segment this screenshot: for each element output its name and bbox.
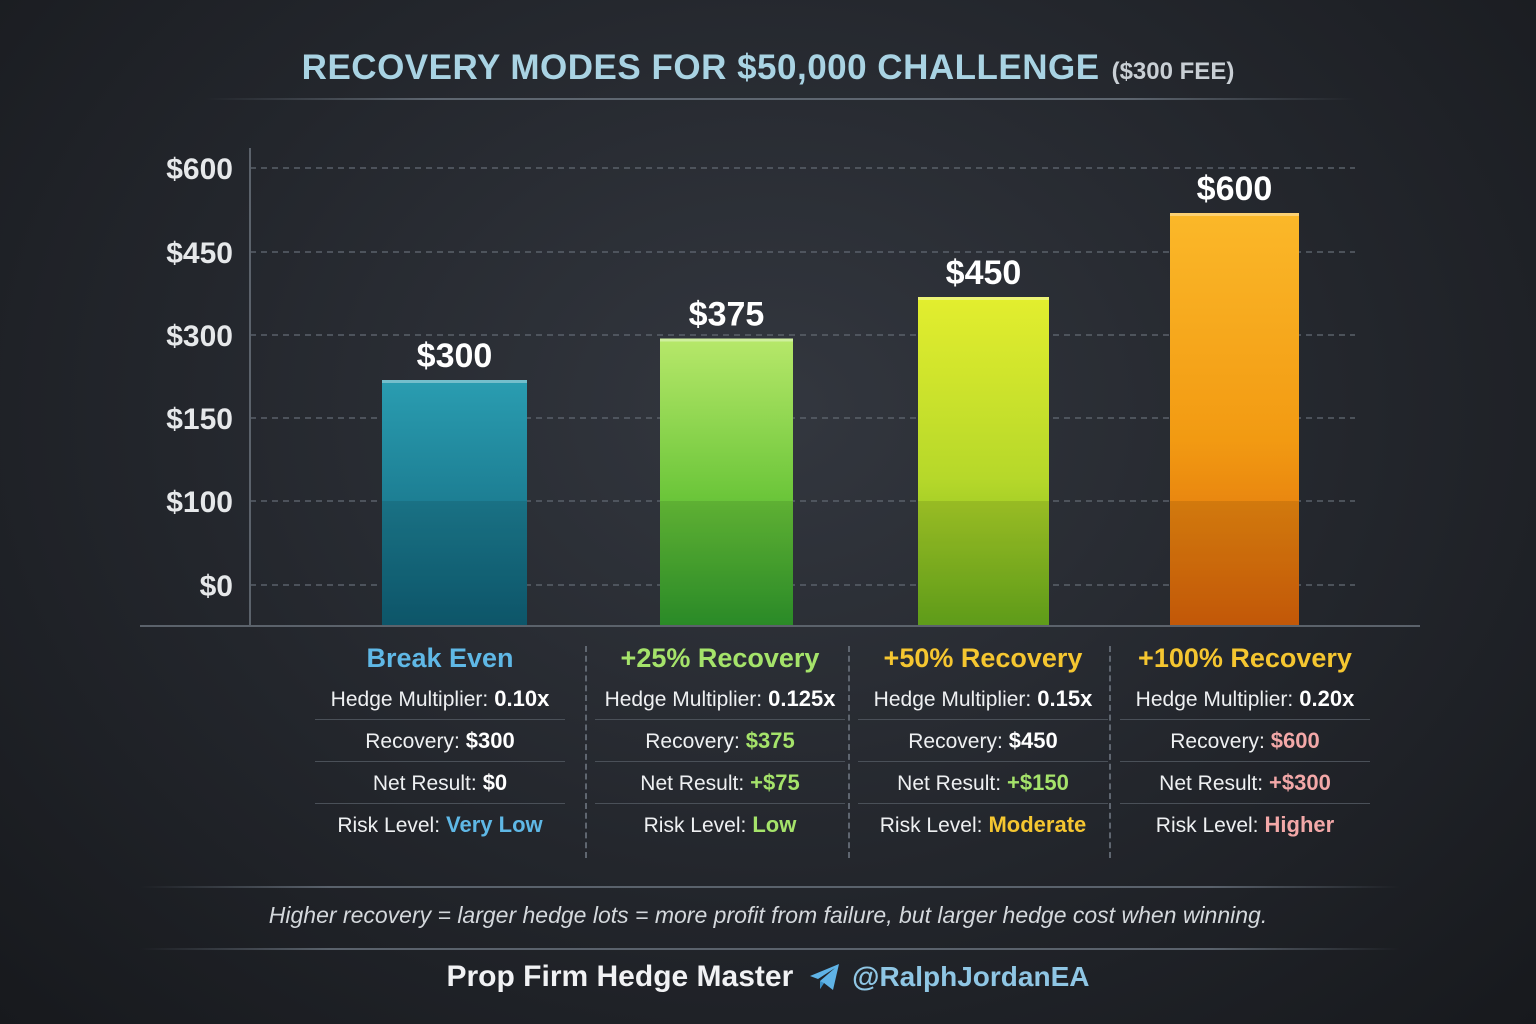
footnote-bottom-divider — [140, 948, 1400, 950]
recovery-row: Recovery: $300 — [315, 720, 565, 762]
row-label: Risk Level: — [337, 814, 441, 837]
net-result-row: Net Result: +$300 — [1120, 762, 1370, 804]
hedge-multiplier-row: Hedge Multiplier: 0.20x — [1120, 678, 1370, 720]
social-handle-link[interactable]: @RalphJordanEA — [852, 961, 1090, 992]
panel-title: Break Even — [366, 643, 514, 673]
y-tick-label: $450 — [166, 237, 233, 270]
row-label: Hedge Multiplier: — [873, 688, 1032, 711]
row-value: Moderate — [988, 812, 1087, 837]
hedge-multiplier-row: Hedge Multiplier: 0.10x — [315, 678, 565, 720]
footnote-top-divider — [140, 886, 1400, 888]
risk-level-row: Risk Level: Higher — [1120, 804, 1370, 845]
bar — [382, 380, 527, 626]
bar — [660, 338, 793, 626]
panel-divider — [848, 646, 850, 858]
panel-title: +50% Recovery — [883, 643, 1083, 673]
row-label: Risk Level: — [643, 814, 747, 837]
row-value: +$75 — [750, 770, 800, 795]
row-value: $450 — [1008, 728, 1058, 753]
risk-level-row: Risk Level: Very Low — [315, 804, 565, 845]
row-label: Recovery: — [365, 730, 460, 753]
mode-panel: +100% Recovery Hedge Multiplier: 0.20x Reco… — [1120, 640, 1370, 860]
row-label: Hedge Multiplier: — [604, 688, 763, 711]
recovery-row: Recovery: $450 — [858, 720, 1108, 762]
row-value: +$300 — [1269, 770, 1331, 795]
telegram-icon — [808, 962, 842, 992]
bar-highlight — [660, 338, 793, 342]
row-label: Net Result: — [640, 772, 745, 795]
row-value: +$150 — [1007, 770, 1069, 795]
row-label: Net Result: — [897, 772, 1002, 795]
row-label: Risk Level: — [879, 814, 983, 837]
bar-value-label: $300 — [417, 337, 493, 375]
row-value: 0.10x — [494, 686, 550, 711]
row-value: Higher — [1264, 812, 1335, 837]
panel-divider — [585, 646, 587, 858]
chart-subtitle: ($300 FEE) — [1111, 58, 1235, 85]
row-label: Recovery: — [908, 730, 1003, 753]
bar-chart: $0 $100 $150 $300 $450 $600 $300 $375 $450 $600 — [140, 148, 1420, 627]
row-label: Recovery: — [1170, 730, 1265, 753]
bar-value-label: $450 — [946, 254, 1022, 292]
row-value: $300 — [465, 728, 515, 753]
hedge-multiplier-row: Hedge Multiplier: 0.15x — [858, 678, 1108, 720]
brand-name: Prop Firm Hedge Master — [446, 960, 794, 993]
mode-panel: Break Even Hedge Multiplier: 0.10x Recovery… — [315, 640, 565, 860]
row-value: 0.125x — [768, 686, 836, 711]
mode-panel: +50% Recovery Hedge Multiplier: 0.15x Recov… — [858, 640, 1108, 860]
row-value: $375 — [745, 728, 795, 753]
risk-level-row: Risk Level: Low — [595, 804, 845, 845]
row-label: Hedge Multiplier: — [1135, 688, 1294, 711]
row-label: Net Result: — [1159, 772, 1264, 795]
chart-header: RECOVERY MODES FOR $50,000 CHALLENGE ($30… — [0, 48, 1536, 88]
y-tick-label: $0 — [200, 570, 233, 603]
row-value: 0.20x — [1299, 686, 1355, 711]
net-result-row: Net Result: +$150 — [858, 762, 1108, 804]
bar — [1170, 213, 1299, 626]
mode-panel: +25% Recovery Hedge Multiplier: 0.125x Reco… — [595, 640, 845, 860]
net-result-row: Net Result: +$75 — [595, 762, 845, 804]
row-value: Very Low — [446, 812, 543, 837]
recovery-row: Recovery: $600 — [1120, 720, 1370, 762]
row-value: 0.15x — [1037, 686, 1093, 711]
recovery-row: Recovery: $375 — [595, 720, 845, 762]
y-tick-label: $150 — [166, 403, 233, 436]
row-label: Hedge Multiplier: — [330, 688, 489, 711]
y-tick-label: $300 — [166, 320, 233, 353]
row-value: $600 — [1270, 728, 1320, 753]
bar-value-label: $600 — [1197, 170, 1273, 208]
title-divider — [205, 98, 1355, 100]
bar-highlight — [382, 380, 527, 383]
y-tick-label: $600 — [166, 153, 233, 186]
bar-shade — [918, 501, 1049, 626]
bar-shade — [660, 501, 793, 626]
net-result-row: Net Result: $0 — [315, 762, 565, 804]
bar-shade — [1170, 501, 1299, 626]
bar-shade — [382, 501, 527, 626]
row-label: Net Result: — [372, 772, 477, 795]
panel-divider — [1109, 646, 1111, 858]
panel-title: +100% Recovery — [1138, 643, 1352, 673]
bar — [918, 297, 1049, 626]
bar-highlight — [1170, 213, 1299, 216]
panel-title: +25% Recovery — [620, 643, 820, 673]
bar-highlight — [918, 297, 1049, 300]
bar-value-label: $375 — [689, 296, 765, 334]
footnote: Higher recovery = larger hedge lots = mo… — [268, 902, 1268, 928]
y-tick-label: $100 — [166, 486, 233, 519]
hedge-multiplier-row: Hedge Multiplier: 0.125x — [595, 678, 845, 720]
row-value: $0 — [482, 770, 508, 795]
chart-title: RECOVERY MODES FOR $50,000 CHALLENGE — [301, 48, 1100, 87]
row-value: Low — [752, 812, 797, 837]
row-label: Risk Level: — [1155, 814, 1259, 837]
footer: Prop Firm Hedge Master @RalphJordanEA — [0, 960, 1536, 994]
risk-level-row: Risk Level: Moderate — [858, 804, 1108, 845]
mode-panels: Break Even Hedge Multiplier: 0.10x Recovery… — [315, 640, 1375, 860]
row-label: Recovery: — [645, 730, 740, 753]
